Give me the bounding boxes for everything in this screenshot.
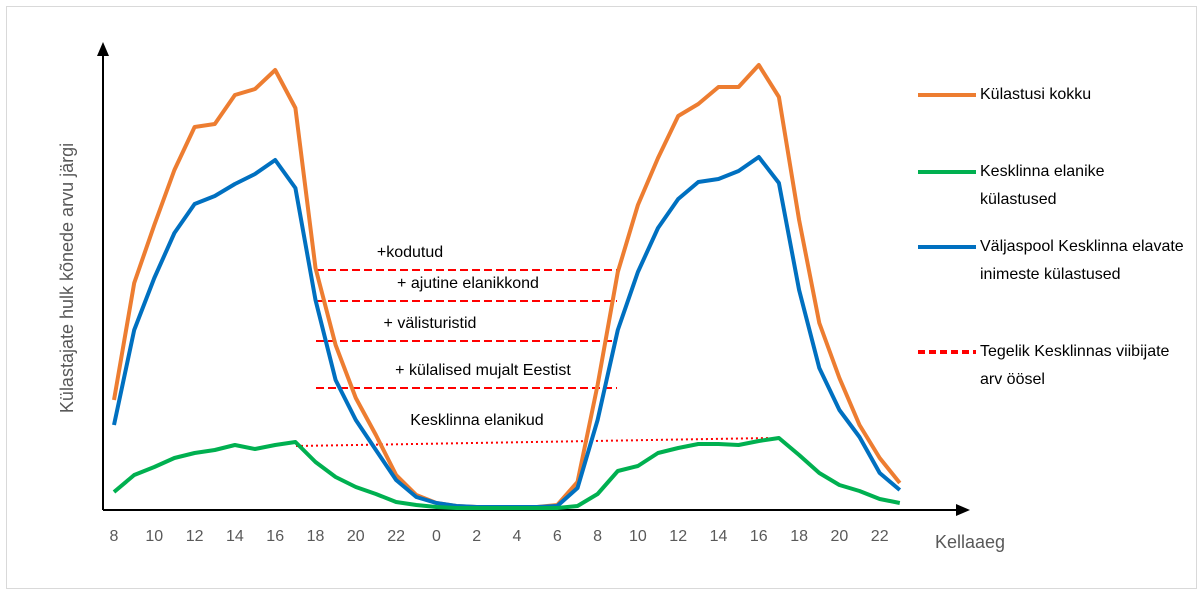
x-tick-label: 18 — [307, 528, 325, 545]
x-tick-label: 22 — [871, 528, 889, 545]
frame — [6, 6, 1197, 589]
reference-line — [295, 437, 771, 447]
y-axis-label: Külastajate hulk kõnede arvu järgi — [57, 143, 77, 413]
line-series — [112, 436, 901, 510]
annotation: + külalised mujalt Eestist — [395, 362, 571, 379]
x-arrow — [956, 504, 970, 516]
x-tick-label: 20 — [347, 528, 365, 545]
x-tick-label: 16 — [266, 528, 284, 545]
x-tick-label: 6 — [553, 528, 562, 545]
x-tick-label: 18 — [790, 528, 808, 545]
annotation: + ajutine elanikkond — [397, 275, 539, 292]
x-tick-label: 4 — [513, 528, 522, 545]
legend-label: Kesklinna elanike külastused — [980, 163, 1105, 208]
x-tick-label: 8 — [593, 528, 602, 545]
line-series — [112, 155, 902, 509]
x-tick-label: 8 — [110, 528, 119, 545]
legend-swatch — [918, 93, 976, 97]
legend-label: Väljaspool Kesklinna elavate inimeste kü… — [980, 238, 1184, 283]
legend-entry: Kesklinna elanike külastused — [918, 158, 1128, 214]
annotation: + välisturistid — [384, 315, 477, 332]
x-tick-label: 22 — [387, 528, 405, 545]
legend-entry: Väljaspool Kesklinna elavate inimeste kü… — [918, 233, 1184, 289]
legend-swatch — [918, 245, 976, 249]
x-tick-label: 14 — [710, 528, 728, 545]
x-tick-label: 16 — [750, 528, 768, 545]
x-tick-label: 12 — [186, 528, 204, 545]
x-tick-label: 2 — [472, 528, 481, 545]
x-axis-label: Kellaaeg — [935, 532, 1005, 552]
x-tick-label: 14 — [226, 528, 244, 545]
legend-label: Külastusi kokku — [980, 86, 1092, 103]
annotation: Kesklinna elanikud — [410, 412, 543, 429]
x-tick-label: 10 — [629, 528, 647, 545]
x-tick-label: 0 — [432, 528, 441, 545]
annotation: +kodutud — [377, 244, 443, 261]
legend-entry: Tegelik Kesklinnas viibijate arv öösel — [918, 338, 1169, 394]
legend-swatch — [918, 350, 976, 354]
legend-label: Tegelik Kesklinnas viibijate arv öösel — [980, 343, 1170, 388]
y-arrow — [97, 42, 109, 56]
x-tick-label: 12 — [669, 528, 687, 545]
x-tick-label: 20 — [831, 528, 849, 545]
x-tick-label: 10 — [145, 528, 163, 545]
legend-entry: Külastusi kokku — [918, 81, 1128, 109]
legend-swatch — [918, 170, 976, 174]
